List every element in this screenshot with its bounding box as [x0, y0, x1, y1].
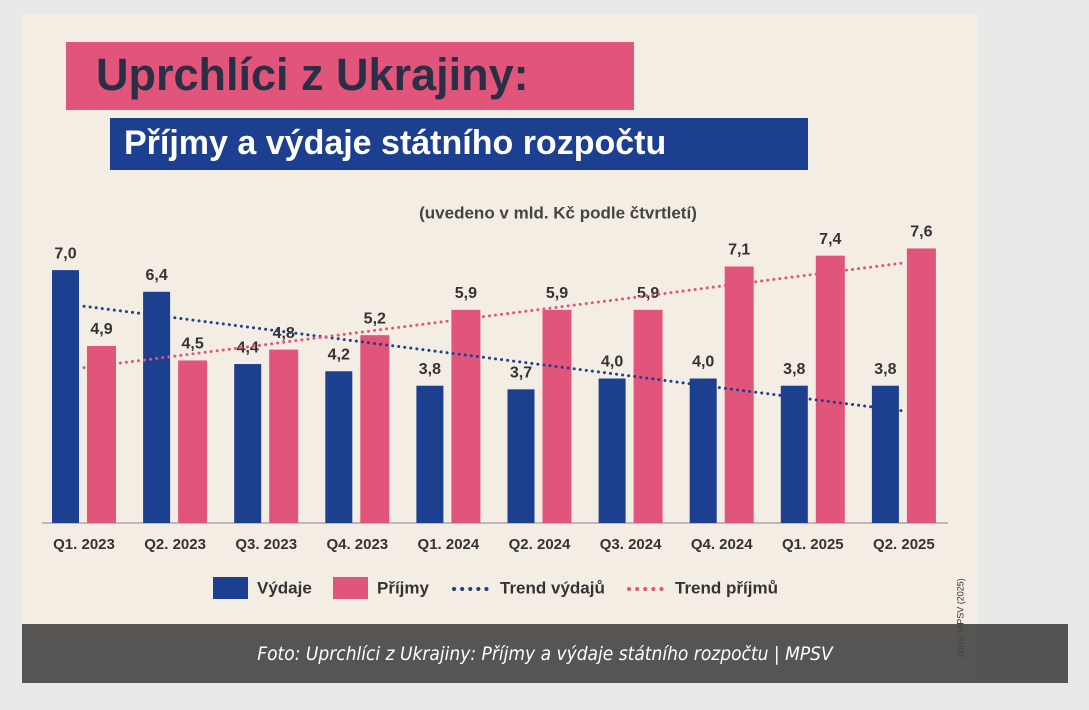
caption: Foto: Uprchlíci z Ukrajiny: Příjmy a výd… [22, 624, 1068, 683]
x-tick-label: Q2. 2023 [144, 536, 206, 553]
bar [87, 345, 116, 523]
x-tick-label: Q1. 2023 [53, 536, 115, 553]
bar [416, 385, 444, 523]
chart-title: Uprchlíci z Ukrajiny: [96, 49, 529, 100]
value-label: 4,8 [273, 325, 295, 342]
bar [689, 378, 717, 523]
bar [325, 371, 353, 523]
chart-subtitle: Příjmy a výdaje státního rozpočtu [124, 124, 666, 162]
legend-label: Příjmy [377, 578, 430, 597]
value-label: 4,2 [328, 346, 350, 363]
value-label: 3,8 [874, 361, 896, 378]
x-tick-label: Q4. 2024 [691, 536, 753, 553]
value-label: 3,8 [419, 361, 441, 378]
x-tick-label: Q2. 2024 [509, 536, 571, 553]
bar [724, 266, 754, 523]
x-tick-label: Q1. 2024 [418, 536, 480, 553]
value-label: 4,9 [90, 321, 112, 338]
bar [360, 335, 390, 523]
bar [52, 270, 79, 523]
x-tick-label: Q3. 2024 [600, 536, 662, 553]
bar [906, 248, 936, 523]
bar [598, 378, 626, 523]
legend-label: Trend příjmů [675, 578, 778, 597]
bar [451, 309, 481, 523]
value-label: 7,0 [54, 245, 76, 262]
bar [815, 255, 845, 524]
value-label: 4,0 [601, 354, 623, 371]
value-label: 5,9 [455, 285, 477, 302]
bar [143, 291, 171, 523]
legend-label: Výdaje [257, 578, 312, 597]
value-label: 5,9 [546, 285, 568, 302]
bar [269, 349, 299, 523]
source: Zdroj: MPSV (2025) [955, 578, 965, 658]
title-box [66, 42, 634, 110]
value-label: 5,9 [637, 285, 659, 302]
value-label: 4,5 [181, 336, 203, 353]
x-tick-label: Q3. 2023 [235, 536, 297, 553]
legend-swatch [333, 577, 368, 599]
bar [780, 385, 808, 523]
subtitle-box [110, 118, 808, 170]
legend-swatch [213, 577, 248, 599]
bar [633, 309, 663, 523]
value-label: 6,4 [145, 267, 167, 284]
value-label: 7,6 [910, 224, 932, 241]
trend-line [82, 261, 906, 370]
value-label: 5,2 [364, 310, 386, 327]
trend-line [82, 304, 906, 413]
bar [234, 364, 262, 523]
value-label: 7,1 [728, 242, 750, 259]
x-tick-label: Q1. 2025 [782, 536, 844, 553]
bar [178, 360, 208, 523]
value-label: 3,8 [783, 361, 805, 378]
bar [542, 309, 572, 523]
x-tick-label: Q4. 2023 [326, 536, 388, 553]
legend-label: Trend výdajů [500, 578, 605, 597]
value-label: 3,7 [510, 365, 532, 382]
value-label: 7,4 [819, 231, 841, 248]
bar [507, 389, 535, 523]
x-tick-label: Q2. 2025 [873, 536, 935, 553]
value-label: 4,0 [692, 354, 714, 371]
chart-note: (uvedeno v mld. Kč podle čtvrtletí) [419, 203, 697, 222]
